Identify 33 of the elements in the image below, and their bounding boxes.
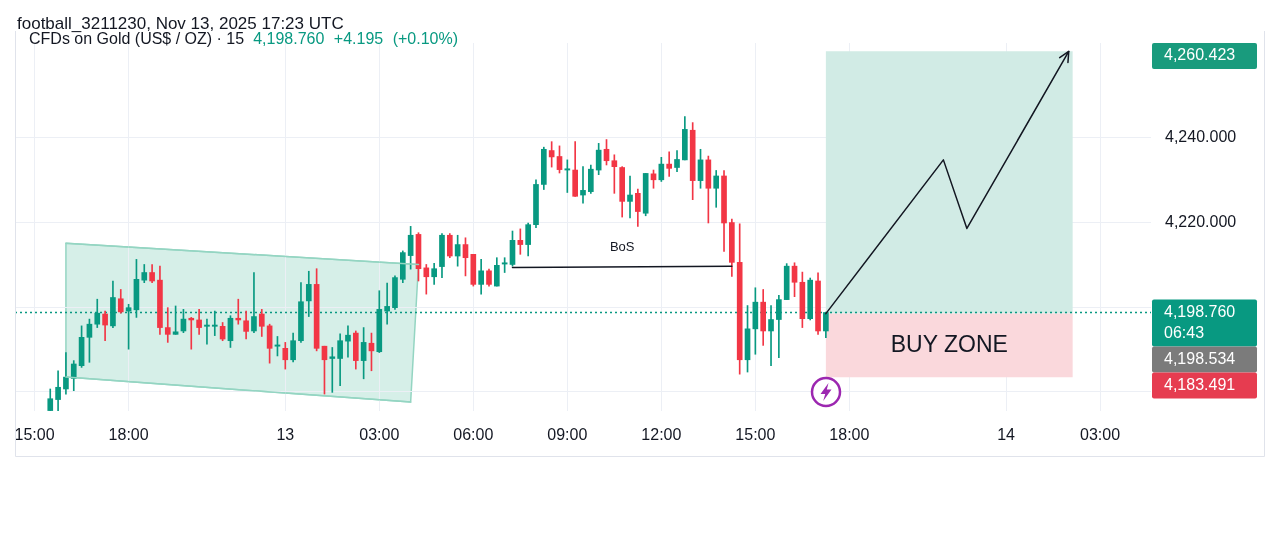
candlestick — [666, 151, 673, 177]
x-tick-label: 12:00 — [641, 426, 682, 444]
x-tick-label: 18:00 — [108, 426, 149, 444]
candlestick — [188, 317, 195, 350]
y-tick-label: 4,240.000 — [1165, 128, 1237, 146]
chart-subtitle: 4,198.760 +4.195 (+0.10%) — [253, 30, 458, 47]
candlestick — [580, 166, 586, 204]
text: 06:43 — [1164, 323, 1205, 341]
y-tick-label: 4,220.000 — [1165, 212, 1237, 230]
x-tick-label: 18:00 — [829, 426, 870, 444]
candlestick — [329, 347, 336, 393]
candlestick — [204, 318, 210, 345]
text: 4,198.534 — [1164, 349, 1236, 367]
candlestick — [517, 228, 524, 255]
text: football_3211230, Nov 13, 2025 17:23 UTC — [17, 13, 344, 33]
candlestick — [768, 305, 774, 367]
candlestick — [235, 298, 242, 325]
text: 4,260.423 — [1164, 46, 1236, 64]
x-tick-label: 03:00 — [1080, 426, 1121, 444]
candlestick — [345, 325, 351, 358]
x-tick-label: 03:00 — [359, 426, 400, 444]
x-tick-label: 14 — [997, 426, 1016, 444]
candlestick — [164, 307, 171, 343]
band-label: BUY ZONE — [890, 330, 1008, 357]
x-tick-label: 06:00 — [453, 426, 494, 444]
x-tick-label: 09:00 — [547, 426, 588, 444]
x-tick-label: 13 — [276, 426, 295, 444]
text: 4,183.491 — [1164, 375, 1236, 393]
x-tick-label: 15:00 — [14, 426, 55, 444]
candlestick — [627, 175, 633, 219]
ref-line-label: 4,198.760 — [1164, 302, 1236, 320]
x-tick-label: 15:00 — [735, 426, 776, 444]
series-label: BoS — [609, 239, 635, 255]
